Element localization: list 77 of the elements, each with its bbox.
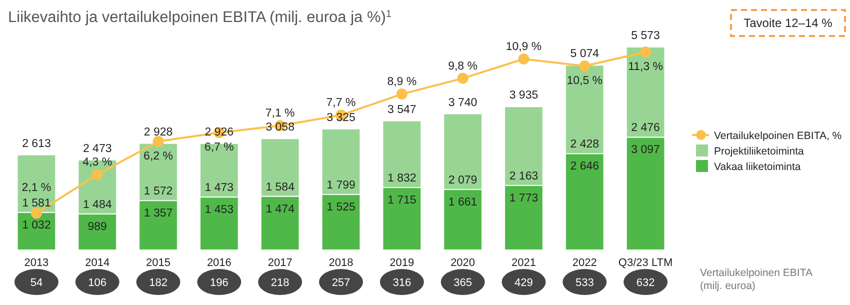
data-label: 1 453 [204, 204, 234, 216]
data-label: 2 079 [448, 174, 478, 186]
data-label: 1 484 [82, 198, 112, 211]
total-label: 5 074 [570, 48, 600, 60]
data-label: 1 572 [144, 186, 173, 198]
data-label: 2 428 [570, 138, 600, 151]
data-label: 196 [210, 277, 228, 289]
data-label: 2 646 [570, 160, 600, 173]
data-label: 7,7 % [326, 97, 356, 110]
x-tick-label: 2022 [572, 257, 597, 269]
data-label: 1 715 [388, 194, 416, 207]
x-tick-label: 2018 [328, 257, 354, 269]
data-label: 4,3 % [82, 156, 112, 169]
point [30, 208, 42, 219]
data-label: 2 476 [631, 122, 660, 134]
data-label: 2 163 [509, 170, 538, 182]
data-label: 1 032 [22, 219, 51, 232]
x-tick-label: 2015 [146, 257, 171, 269]
data-label: 1 661 [448, 196, 478, 208]
data-label: 257 [332, 277, 350, 289]
data-label: 989 [88, 220, 107, 233]
data-label: 11,3 % [628, 61, 664, 73]
total-label: 3 935 [509, 90, 538, 102]
x-tick-label: 2016 [206, 257, 232, 269]
point [396, 88, 408, 100]
data-label: 10,5 % [566, 75, 603, 88]
x-tick-label: 2014 [85, 257, 110, 269]
data-label: 1 581 [22, 197, 51, 210]
x-tick-label: 2019 [390, 257, 414, 269]
data-label: 9,8 % [448, 60, 478, 72]
data-label: 6,7 % [204, 142, 234, 154]
data-label: 1 474 [266, 203, 296, 216]
data-label: 8,9 % [387, 76, 417, 88]
data-label: 6,2 % [144, 150, 173, 162]
data-label: 316 [392, 277, 412, 289]
legend-label: Projektiliiketoiminta [714, 146, 804, 158]
data-label: 218 [270, 277, 290, 289]
x-tick-label: 2020 [450, 257, 476, 269]
text: Vertailukelpoinen EBITA (milj. euroa) [700, 267, 812, 292]
point [457, 72, 468, 84]
x-tick-label: 2013 [24, 257, 49, 269]
chart-title: Liikevaihto ja vertailukelpoinen EBITA (milj. euroa ja %)$^{1}$ [8, 8, 392, 26]
x-tick-label: 2021 [511, 257, 536, 269]
point [579, 60, 590, 72]
text: Tavoite 12–14 % [744, 16, 833, 30]
data-label: 632 [636, 277, 655, 289]
total-label: 3 740 [448, 96, 478, 109]
data-label: 7,1 % [265, 108, 295, 120]
point [152, 136, 164, 147]
data-label: 2,1 % [22, 182, 52, 194]
legend-label: Vakaa liiketoiminta [714, 161, 801, 173]
data-label: 1 584 [266, 181, 296, 194]
legend-label: Vertailukelpoinen EBITA, % [714, 130, 842, 142]
point [92, 169, 103, 180]
data-label: 429 [514, 277, 533, 289]
data-label: 1 357 [144, 208, 173, 220]
total-label: 5 573 [631, 30, 660, 42]
data-label: 106 [88, 277, 107, 289]
data-label: 1 525 [326, 201, 356, 214]
total-label: 2 613 [22, 138, 51, 150]
data-label: 1 473 [204, 182, 234, 194]
total-label: 2 473 [82, 142, 112, 155]
point [518, 54, 530, 65]
data-label: 10,9 % [506, 41, 542, 54]
x-tick-label: Q3/23 LTM [618, 257, 673, 269]
data-label: 1 799 [326, 179, 356, 192]
data-label: 1 832 [388, 172, 416, 185]
data-label: 533 [575, 277, 594, 289]
data-label: 1 773 [509, 192, 538, 204]
data-label: 3 097 [631, 144, 660, 156]
total-label: 3 547 [388, 104, 416, 116]
point [640, 46, 652, 58]
x-tick-label: 2017 [268, 257, 292, 269]
data-label: 365 [454, 277, 472, 289]
data-label: 182 [149, 277, 168, 289]
total-label: 2 928 [144, 126, 173, 138]
data-label: 54 [30, 277, 43, 289]
